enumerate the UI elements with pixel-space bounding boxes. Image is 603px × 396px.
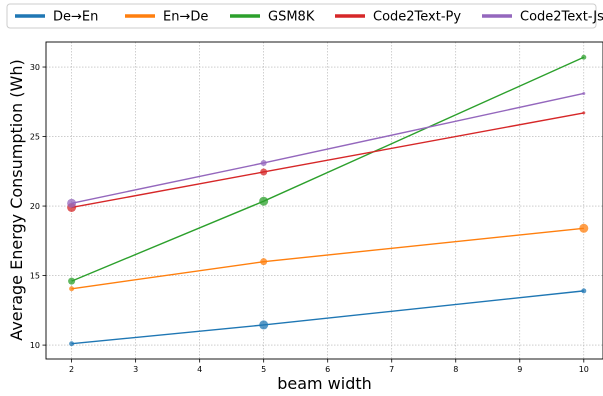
data-point [260, 168, 268, 176]
axes: 2 3 4 5 6 7 8 9 10 10 15 20 25 30 [30, 41, 603, 374]
data-point [581, 288, 587, 294]
series-layer [67, 54, 589, 347]
data-point [260, 159, 267, 166]
legend-label: GSM8K [268, 10, 315, 25]
y-tick-label: 20 [30, 202, 40, 211]
legend-label: Code2Text-Py [373, 10, 461, 25]
legend-frame [6, 3, 597, 29]
x-tick-label: 8 [453, 365, 458, 374]
data-point [68, 277, 76, 285]
x-tick-label: 3 [133, 365, 138, 374]
y-tick-label: 15 [30, 272, 40, 281]
legend-entry: GSM8K [230, 10, 315, 25]
y-tick-label: 30 [30, 63, 40, 72]
x-axis-label: beam width [277, 374, 372, 393]
x-tick-label: 5 [261, 365, 266, 374]
y-axis-label: Average Energy Consumption (Wh) [7, 59, 26, 340]
data-point [69, 341, 75, 347]
data-point [69, 286, 75, 292]
series-de-en [69, 288, 587, 347]
x-tick-label: 2 [69, 365, 74, 374]
data-point [259, 320, 269, 330]
x-tick-label: 6 [325, 365, 330, 374]
data-point [581, 54, 587, 60]
data-point [579, 223, 589, 233]
legend-entry: Code2Text-Py [335, 10, 461, 25]
series-code2text-js [67, 91, 586, 208]
legend-label: Code2Text-Js [520, 10, 603, 25]
y-tick-label: 25 [30, 133, 40, 142]
plot-frame [45, 41, 603, 360]
data-point [582, 91, 586, 95]
data-point [260, 258, 268, 266]
grid [46, 42, 603, 359]
legend-label: En→De [163, 10, 208, 25]
x-tick-label: 7 [389, 365, 394, 374]
series-code2text-py [67, 111, 586, 212]
x-tick-label: 10 [579, 365, 589, 374]
legend-label: De→En [53, 10, 98, 25]
x-tick-label: 9 [517, 365, 522, 374]
legend-entry: Code2Text-Js [482, 10, 603, 25]
data-point [259, 196, 269, 206]
x-tick-label: 4 [197, 365, 202, 374]
data-point [67, 198, 77, 208]
data-point [582, 111, 586, 115]
legend-entry: En→De [125, 10, 208, 25]
series-line-de-en [71, 290, 584, 345]
series-en-de [69, 223, 589, 292]
y-tick-label: 10 [30, 341, 40, 350]
legend: De→En En→De GSM8K Code2Text-Py Code2Text-Js [6, 3, 603, 29]
legend-entry: De→En [15, 10, 98, 25]
series-gsm8k [68, 54, 587, 285]
